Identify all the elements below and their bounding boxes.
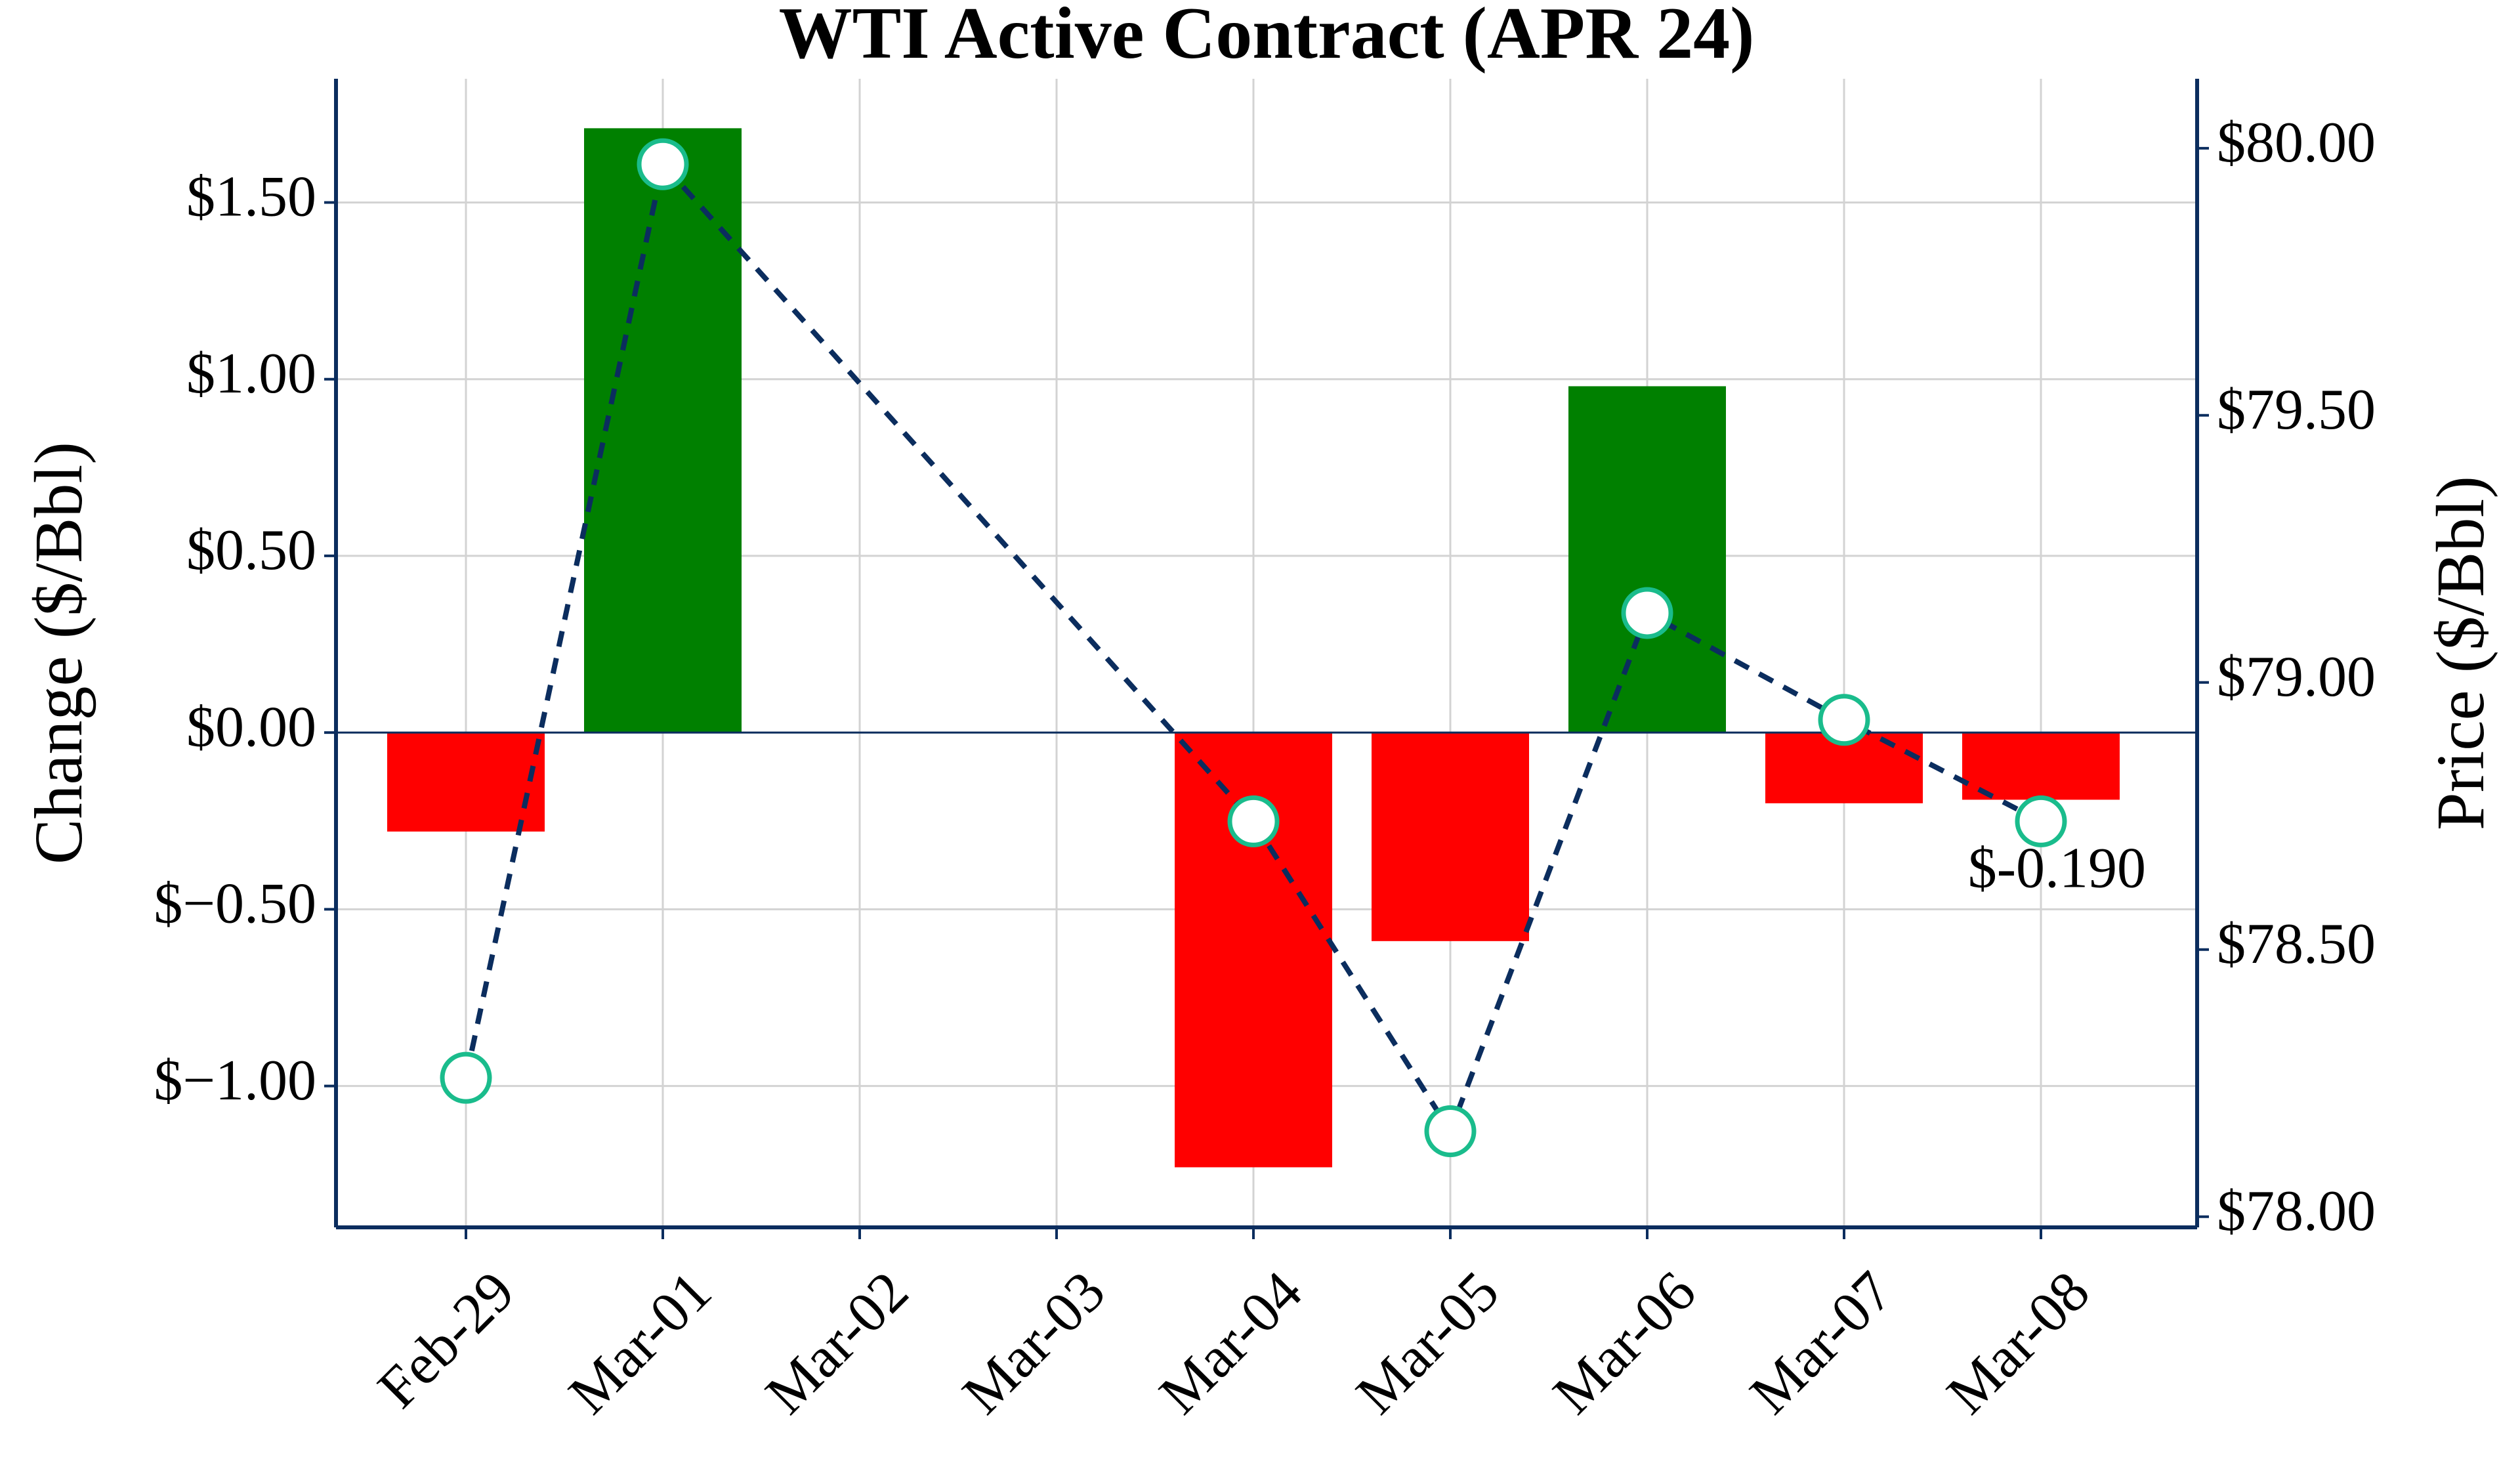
left-tick-label: $−0.50 [154, 872, 316, 936]
change-bar [387, 732, 545, 832]
axis-layer [324, 79, 2209, 1239]
left-tick-label: $1.00 [186, 342, 316, 406]
left-tick-label: $1.50 [186, 165, 316, 229]
price-marker [637, 138, 689, 190]
text-layer: $−1.00 $−0.50 $0.00 $0.50 $1.00 $1.50 $78.00 $7… [21, 0, 2498, 1426]
price-marker [440, 1051, 492, 1104]
price-marker [2015, 795, 2067, 847]
left-tick-label: $−1.00 [154, 1049, 316, 1113]
x-tick-label: Mar-03 [951, 1260, 1118, 1426]
price-marker [1424, 1105, 1477, 1157]
change-bar [1568, 386, 1726, 733]
x-tick-label: Mar-04 [1148, 1260, 1314, 1426]
x-tick-label: Mar-02 [754, 1260, 921, 1426]
x-tick-label: Mar-06 [1542, 1260, 1708, 1426]
price-marker [1227, 795, 1280, 847]
right-tick-label: $78.50 [2217, 912, 2376, 976]
left-axis-title: Change ($/Bbl) [21, 442, 96, 864]
change-bar [1962, 732, 2120, 800]
right-tick-label: $79.00 [2217, 645, 2376, 709]
right-axis-title: Price ($/Bbl) [2423, 476, 2498, 830]
right-tick-label: $78.00 [2217, 1179, 2376, 1243]
x-tick-label: Mar-05 [1345, 1260, 1511, 1426]
x-tick-label: Mar-08 [1935, 1260, 2102, 1426]
right-tick-label: $79.50 [2217, 378, 2376, 442]
left-tick-label: $0.00 [186, 695, 316, 759]
x-tick-label: Feb-29 [366, 1260, 527, 1420]
x-tick-label: Mar-07 [1738, 1260, 1905, 1426]
price-marker [1621, 587, 1673, 639]
left-tick-label: $0.50 [186, 519, 316, 582]
bar-layer [387, 128, 2120, 1168]
change-bar [584, 128, 742, 733]
price-marker [1818, 694, 1870, 746]
bar-data-label: $-0.190 [1968, 836, 2146, 900]
x-tick-label: Mar-01 [557, 1260, 724, 1426]
right-tick-label: $80.00 [2217, 111, 2376, 175]
price-marker-layer [440, 138, 2067, 1157]
change-bar [1372, 732, 1529, 941]
chart-title: WTI Active Contract (APR 24) [779, 0, 1755, 74]
